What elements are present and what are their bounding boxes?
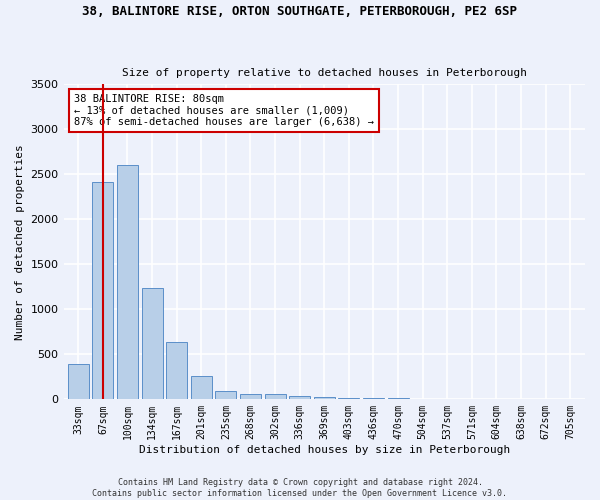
Bar <box>142 288 163 400</box>
Bar <box>265 394 286 400</box>
Bar <box>338 398 359 400</box>
X-axis label: Distribution of detached houses by size in Peterborough: Distribution of detached houses by size … <box>139 445 510 455</box>
Bar <box>412 398 433 400</box>
Bar <box>92 182 113 400</box>
Bar <box>166 342 187 400</box>
Bar <box>289 396 310 400</box>
Bar <box>314 396 335 400</box>
Text: 38, BALINTORE RISE, ORTON SOUTHGATE, PETERBOROUGH, PE2 6SP: 38, BALINTORE RISE, ORTON SOUTHGATE, PET… <box>83 5 517 18</box>
Bar <box>240 394 261 400</box>
Bar <box>191 376 212 400</box>
Text: 38 BALINTORE RISE: 80sqm
← 13% of detached houses are smaller (1,009)
87% of sem: 38 BALINTORE RISE: 80sqm ← 13% of detach… <box>74 94 374 127</box>
Text: Contains HM Land Registry data © Crown copyright and database right 2024.
Contai: Contains HM Land Registry data © Crown c… <box>92 478 508 498</box>
Bar <box>363 398 384 400</box>
Bar <box>388 398 409 400</box>
Y-axis label: Number of detached properties: Number of detached properties <box>15 144 25 340</box>
Bar <box>117 166 138 400</box>
Bar <box>68 364 89 400</box>
Bar <box>437 399 458 400</box>
Title: Size of property relative to detached houses in Peterborough: Size of property relative to detached ho… <box>122 68 527 78</box>
Bar <box>215 391 236 400</box>
